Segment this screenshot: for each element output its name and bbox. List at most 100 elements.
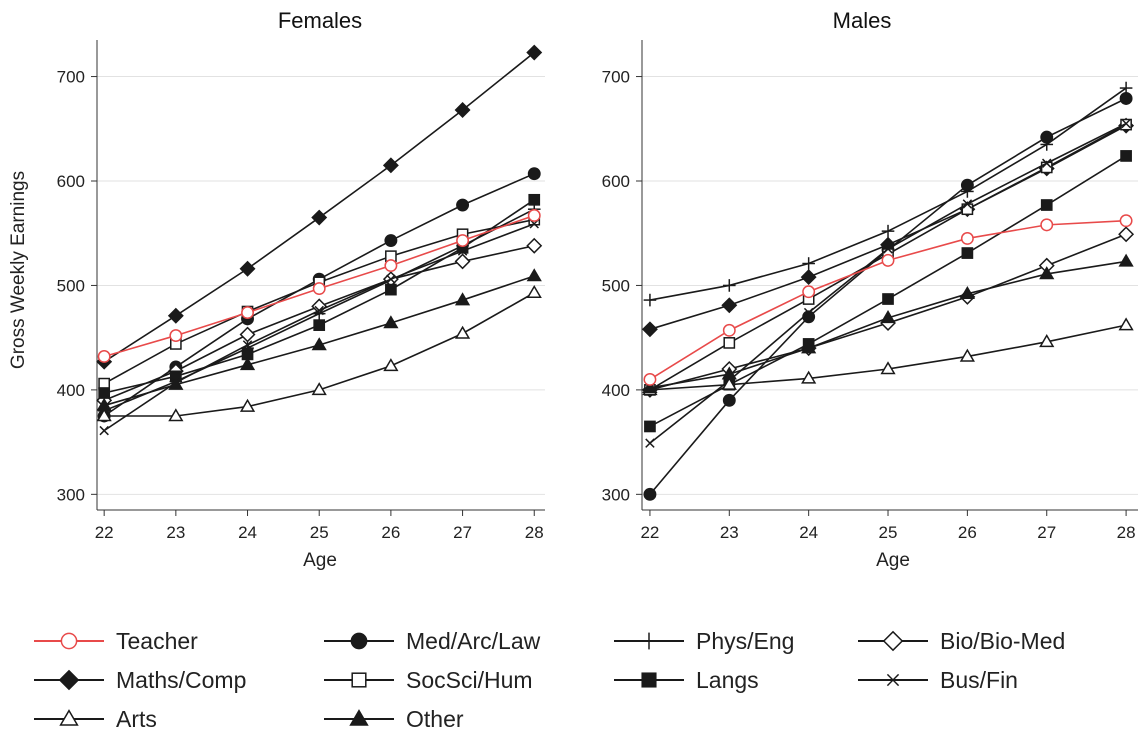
females-point-teacher-25: [312, 282, 326, 296]
females-point-bus-fin-26: [386, 274, 396, 284]
females-title: Females: [278, 8, 362, 33]
males-point-langs-28: [1120, 150, 1132, 162]
females-point-med-arc-law-27: [456, 198, 470, 212]
females-point-med-arc-law-26: [384, 234, 398, 247]
males-point-arts-23: [721, 376, 737, 390]
males-point-langs-26: [961, 247, 974, 259]
females-point-teacher-27: [456, 234, 470, 247]
males-series-teacher: [643, 214, 1133, 386]
legend-marker-teacher: [60, 632, 78, 650]
females-point-bus-fin-27: [457, 246, 468, 256]
males-point-phys-eng-27: [1040, 138, 1054, 151]
legend-label-bus-fin: Bus/Fin: [940, 667, 1018, 693]
legend-label-maths-comp: Maths/Comp: [116, 667, 246, 693]
females-ytick-label-600: 600: [57, 172, 85, 191]
males-series-phys-eng: [643, 81, 1133, 307]
males-point-teacher-27: [1040, 218, 1054, 232]
females-point-other-25: [311, 337, 327, 351]
legend-item-maths-comp: Maths/Comp: [34, 667, 246, 693]
females-point-other-26: [383, 315, 399, 329]
males-axes: [641, 40, 1138, 511]
males-point-phys-eng-26: [961, 185, 974, 198]
males-point-arts-28: [1118, 317, 1134, 331]
females-xtick-label-24: 24: [238, 523, 257, 542]
legend-label-arts: Arts: [116, 706, 157, 732]
legend-label-other: Other: [406, 706, 464, 732]
males-xtick-label-28: 28: [1117, 523, 1136, 542]
males-point-teacher-25: [881, 253, 895, 267]
males-point-bus-fin-24: [803, 307, 814, 318]
males-line-bus-fin: [649, 122, 1127, 444]
females-point-other-22: [96, 397, 112, 411]
females-xtick-label-25: 25: [310, 523, 329, 542]
females-point-maths-comp-28: [526, 44, 543, 61]
males-point-med-arc-law-28: [1119, 92, 1133, 105]
males-ticks: 300 400 500 600 700 22 23 24 25 26 27 28: [602, 68, 1136, 542]
legend-label-med-arc-law: Med/Arc/Law: [406, 628, 541, 654]
legend-marker-maths-comp: [58, 669, 80, 691]
females-point-arts-22: [96, 408, 112, 422]
females-point-arts-27: [454, 325, 471, 339]
males-line-phys-eng: [649, 87, 1127, 301]
males-series-arts: [642, 317, 1134, 396]
females-point-other-24: [239, 357, 256, 371]
males-point-arts-25: [880, 361, 896, 375]
males-point-socsci-hum-23: [723, 337, 736, 349]
females-xtick-label-26: 26: [381, 523, 400, 542]
legend-marker-bus-fin: [886, 673, 900, 687]
males-x-axis-label: Age: [876, 550, 910, 571]
males-point-bus-fin-22: [645, 438, 655, 448]
females-xtick-label-27: 27: [453, 523, 472, 542]
females-point-other-28: [526, 268, 542, 282]
females-line-langs: [103, 199, 535, 394]
females-xtick-label-22: 22: [95, 523, 114, 542]
females-x-axis-label: Age: [303, 550, 337, 571]
males-point-teacher-22: [643, 372, 657, 386]
males-point-bio-bio-med-28: [1118, 226, 1135, 243]
males-point-med-arc-law-23: [722, 393, 736, 407]
females-point-maths-comp-25: [311, 209, 328, 226]
females-point-teacher-26: [384, 259, 398, 273]
males-xtick-label-25: 25: [879, 523, 898, 542]
legend-marker-phys-eng: [640, 632, 658, 650]
males-ytick-label-500: 500: [602, 276, 630, 295]
males-point-bus-fin-28: [1121, 118, 1131, 129]
males-point-other-27: [1039, 266, 1055, 280]
females-point-other-27: [454, 292, 471, 306]
males-series-bus-fin: [645, 118, 1131, 448]
females-point-maths-comp-27: [454, 102, 471, 118]
females-point-arts-26: [383, 358, 399, 372]
legend-label-socsci-hum: SocSci/Hum: [406, 667, 533, 693]
males-point-maths-comp-22: [641, 321, 658, 338]
females-xtick-label-28: 28: [525, 523, 544, 542]
females-point-langs-26: [385, 283, 397, 296]
females-axes: [96, 40, 545, 511]
females-point-teacher-22: [97, 350, 111, 363]
females-point-langs-25: [313, 319, 326, 331]
females-point-arts-28: [526, 284, 542, 299]
females-point-bio-bio-med-27: [454, 253, 471, 270]
males-point-phys-eng-22: [643, 293, 657, 307]
males-ytick-label-300: 300: [602, 485, 630, 504]
females-ytick-label-300: 300: [57, 485, 85, 504]
males-point-other-22: [642, 380, 658, 394]
females-point-teacher-28: [527, 209, 541, 222]
males-point-arts-27: [1039, 334, 1055, 348]
males-point-bus-fin-27: [1042, 158, 1052, 168]
males-xtick-label-24: 24: [799, 523, 818, 542]
males-point-teacher-26: [960, 231, 974, 245]
females-ytick-label-700: 700: [57, 68, 85, 87]
legend-item-bio-bio-med: Bio/Bio-Med: [858, 628, 1065, 654]
males-xtick-label-22: 22: [640, 523, 659, 542]
males-ytick-label-400: 400: [602, 381, 630, 400]
males-point-arts-24: [801, 370, 817, 384]
males-point-arts-26: [959, 348, 975, 362]
females-point-bus-fin-25: [314, 305, 324, 316]
legend-label-langs: Langs: [696, 667, 759, 693]
females-point-bio-bio-med-24: [239, 326, 256, 343]
males-xtick-label-26: 26: [958, 523, 977, 542]
males-point-other-25: [880, 310, 896, 324]
males-ytick-label-700: 700: [602, 68, 630, 87]
females-point-bio-bio-med-28: [526, 237, 543, 254]
males-point-teacher-23: [722, 323, 736, 337]
